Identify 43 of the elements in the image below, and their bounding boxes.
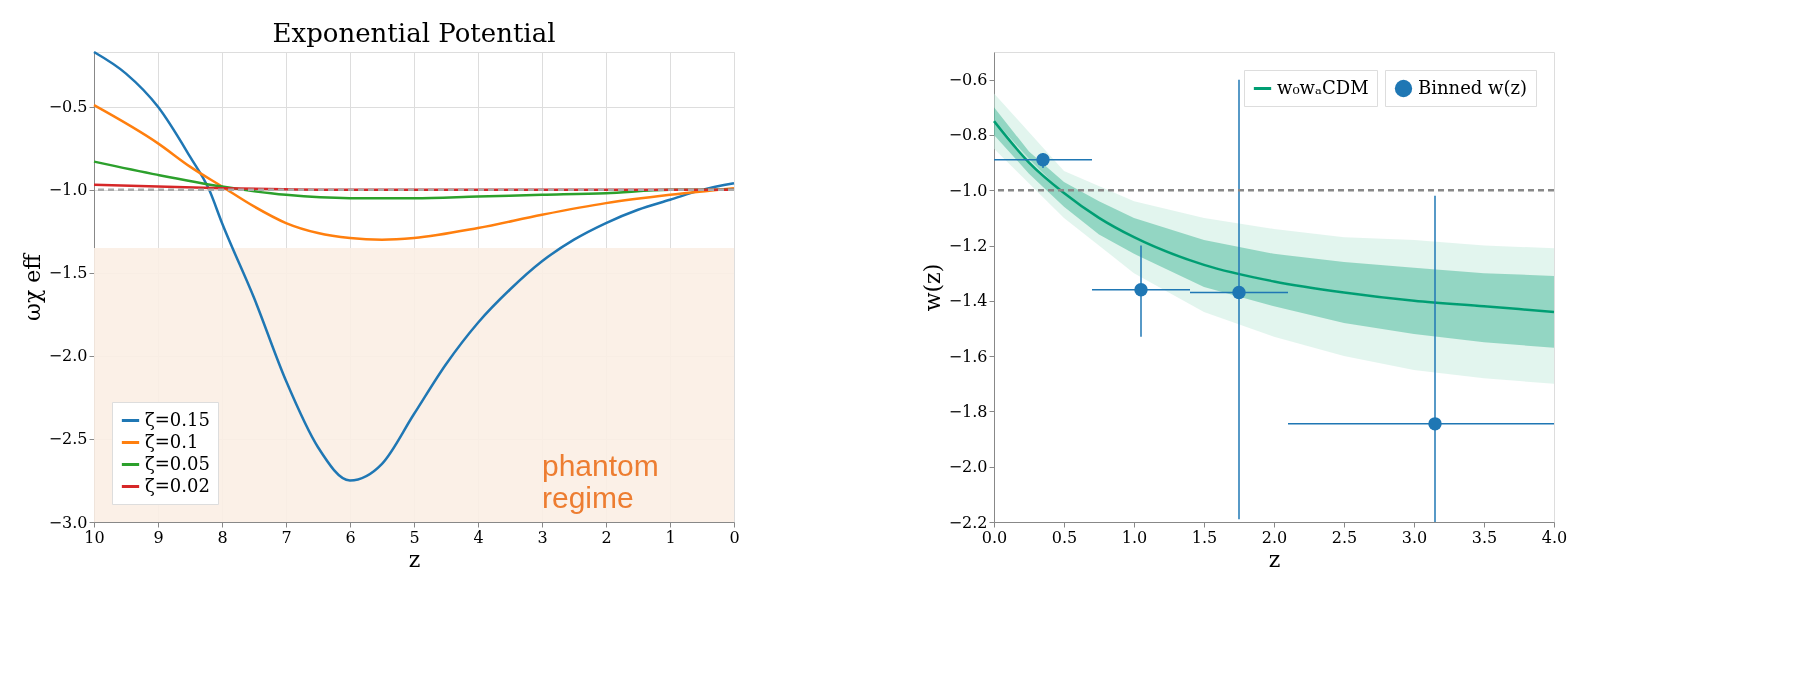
legend-label: ζ=0.15 — [145, 408, 210, 430]
y-tick-label: −1.4 — [948, 291, 988, 311]
legend-label: ζ=0.02 — [145, 474, 210, 496]
x-tick-label: 0.5 — [1051, 527, 1078, 547]
y-tick-label: −2.5 — [48, 429, 88, 449]
legend-label: w₀wₐCDM — [1277, 76, 1369, 98]
x-tick-label: 3 — [537, 527, 548, 547]
x-tick-label: 6 — [345, 527, 356, 547]
legend-label: ζ=0.1 — [145, 430, 199, 452]
x-tick-label: 8 — [217, 527, 228, 547]
y-tick-label: −1.6 — [948, 346, 988, 366]
y-tick-label: −2.0 — [48, 346, 88, 366]
x-tick-label: 3.0 — [1401, 527, 1428, 547]
y-tick-label: −1.5 — [48, 263, 88, 283]
x-tick-label: 2.5 — [1331, 527, 1358, 547]
y-tick-label: −1.0 — [948, 180, 988, 200]
y-tick-label: −0.8 — [948, 125, 988, 145]
band-label: phantom regime — [542, 449, 659, 515]
x-axis-title: z — [408, 546, 421, 572]
x-tick-label: 2 — [601, 527, 612, 547]
y-tick-label: −2.0 — [948, 457, 988, 477]
chart-title: Exponential Potential — [272, 17, 556, 48]
x-tick-label: 1.0 — [1121, 527, 1148, 547]
y-tick-label: −0.6 — [948, 70, 988, 90]
y-axis-title: w(z) — [919, 263, 945, 312]
y-tick-label: −1.8 — [948, 401, 988, 421]
y-tick-label: −1.0 — [48, 180, 88, 200]
x-tick-label: 4 — [473, 527, 484, 547]
x-axis-title: z — [1268, 546, 1281, 572]
x-tick-label: 2.0 — [1261, 527, 1288, 547]
legend-label: ζ=0.05 — [145, 452, 210, 474]
x-tick-label: 1.5 — [1191, 527, 1218, 547]
x-tick-label: 0 — [729, 527, 740, 547]
x-tick-label: 9 — [153, 527, 164, 547]
legend-label: Binned w(z) — [1418, 76, 1528, 98]
y-axis-title: ωχ eff — [19, 252, 45, 321]
y-tick-label: −0.5 — [48, 97, 88, 117]
x-tick-label: 7 — [281, 527, 292, 547]
x-tick-label: 4.0 — [1541, 527, 1568, 547]
y-tick-label: −1.2 — [948, 236, 988, 256]
x-tick-label: 1 — [665, 527, 676, 547]
x-tick-label: 3.5 — [1471, 527, 1498, 547]
x-tick-label: 5 — [409, 527, 420, 547]
